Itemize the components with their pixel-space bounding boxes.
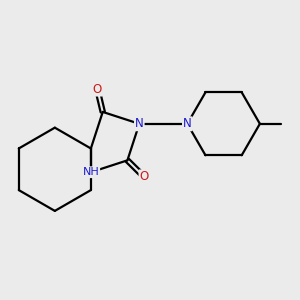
Text: NH: NH	[82, 167, 99, 177]
Text: N: N	[135, 117, 144, 130]
Text: O: O	[93, 82, 102, 96]
Text: O: O	[140, 170, 149, 183]
Text: N: N	[183, 117, 192, 130]
